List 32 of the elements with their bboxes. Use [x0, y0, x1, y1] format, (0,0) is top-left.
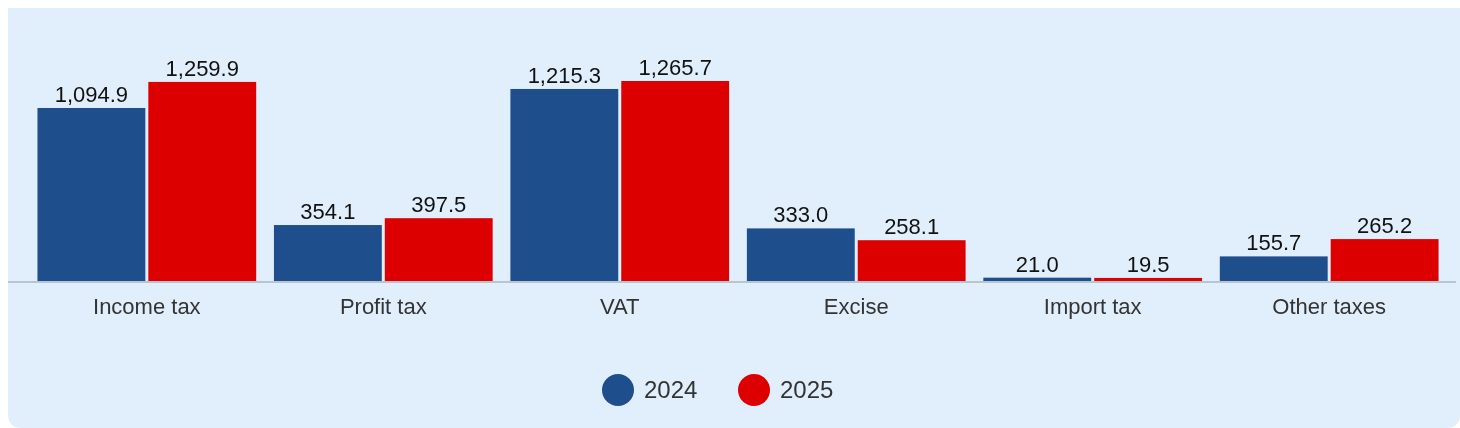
x-tick-label: Other taxes	[1272, 294, 1387, 319]
data-label: 155.7	[1246, 230, 1302, 256]
bar	[857, 240, 966, 281]
data-label: 1,259.9	[165, 55, 239, 81]
bar	[510, 88, 619, 281]
legend-label: 2024	[644, 376, 698, 403]
bar	[273, 225, 382, 281]
bar	[1330, 239, 1439, 281]
bar	[621, 81, 730, 281]
bar	[1094, 277, 1203, 281]
bar	[1219, 256, 1328, 281]
data-label: 258.1	[884, 214, 940, 240]
x-tick-label: Excise	[823, 294, 889, 319]
legend-label: 2025	[780, 376, 834, 403]
x-tick-label: Profit tax	[339, 294, 427, 319]
x-tick-label: Import tax	[1043, 294, 1142, 319]
data-label: 265.2	[1357, 213, 1413, 239]
bar	[983, 277, 1092, 281]
data-label: 397.5	[411, 192, 467, 218]
bar	[746, 228, 855, 281]
data-label: 354.1	[300, 199, 356, 225]
data-label: 1,265.7	[638, 55, 712, 80]
data-label: 1,094.9	[54, 81, 129, 107]
bar	[37, 107, 146, 281]
data-label: 19.5	[1126, 251, 1170, 277]
data-label: 21.0	[1015, 251, 1059, 277]
data-label: 1,215.3	[527, 62, 602, 88]
bar	[148, 81, 257, 281]
x-tick-label: VAT	[600, 294, 640, 319]
x-tick-label: Income tax	[93, 294, 201, 319]
data-label: 333.0	[773, 202, 829, 228]
bar	[384, 218, 493, 281]
